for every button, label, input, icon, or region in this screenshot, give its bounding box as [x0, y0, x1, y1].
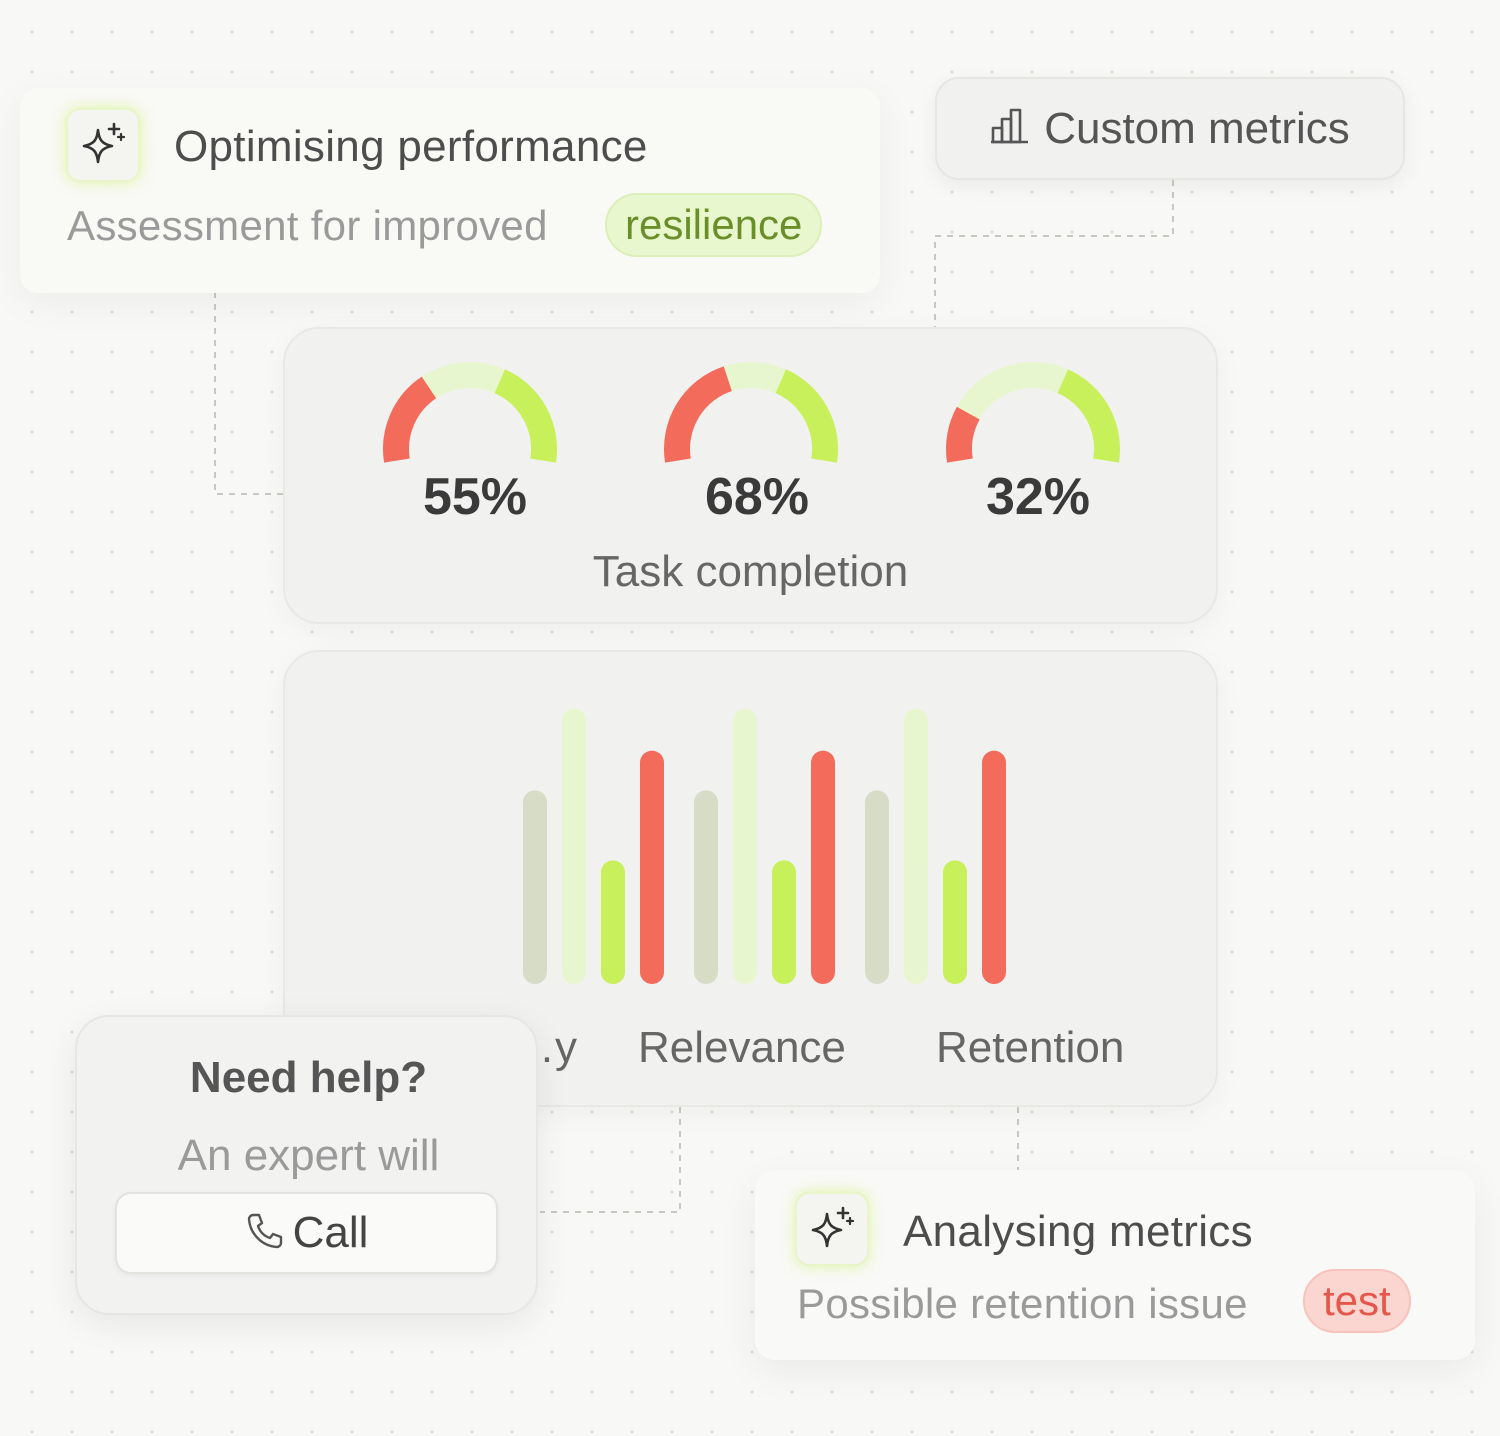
task-completion-panel: 55% 68% 32% Task completion — [283, 327, 1218, 624]
sparkle-icon — [66, 108, 140, 182]
bar-3-2 — [904, 708, 928, 984]
bar-chart-icon — [990, 106, 1030, 151]
custom-metrics-label: Custom metrics — [1044, 103, 1350, 153]
gauge-2-pale-arc — [723, 362, 787, 394]
gauge-value-2: 68% — [704, 468, 810, 526]
call-button[interactable]: Call — [115, 1192, 498, 1274]
sparkle-icon — [795, 1192, 869, 1266]
gauge-3-pale-arc — [956, 362, 1069, 420]
help-title: Need help? — [189, 1053, 428, 1102]
call-label: Call — [292, 1208, 369, 1257]
gauge-caption: Task completion — [592, 547, 909, 596]
optimising-notification: Optimising performance Assessment for im… — [20, 88, 880, 293]
gauge-3-lime-arc — [1057, 369, 1120, 463]
gauge-1-lime-arc — [494, 369, 557, 463]
analysing-notification: Analysing metrics Possible retention iss… — [755, 1170, 1475, 1360]
gauge-value-1: 55% — [422, 468, 528, 526]
bar-1-2 — [562, 708, 586, 984]
bar-3-1 — [865, 790, 889, 984]
gauge-1-pale-arc — [421, 362, 506, 399]
gauges — [383, 362, 1120, 463]
gauge-2-red-arc — [664, 366, 733, 463]
gauge-value-3: 32% — [985, 468, 1091, 526]
notification-subtitle: Assessment for improved — [67, 202, 548, 249]
help-text: An expert will — [177, 1131, 440, 1180]
gauge-1-red-arc — [383, 376, 437, 463]
bar-2-4 — [811, 750, 835, 984]
gauge-2-lime-arc — [775, 369, 838, 463]
bar-3-4 — [982, 750, 1006, 984]
resilience-tag: resilience — [605, 193, 823, 257]
bar-1-3 — [601, 860, 625, 984]
bar-chart — [523, 708, 1006, 984]
category-label-3: Retention — [936, 1023, 1125, 1072]
notification-title: Optimising performance — [174, 122, 648, 171]
bar-2-3 — [772, 860, 796, 984]
metrics-bar-chart-panel: …y Relevance Retention — [283, 650, 1218, 1107]
custom-metrics-button[interactable]: Custom metrics — [935, 77, 1405, 180]
test-tag: test — [1303, 1269, 1411, 1333]
bar-1-4 — [640, 750, 664, 984]
bar-1-1 — [523, 790, 547, 984]
phone-icon — [245, 1211, 285, 1256]
category-label-2: Relevance — [638, 1023, 846, 1072]
gauge-3-red-arc — [946, 406, 980, 463]
bar-2-1 — [694, 790, 718, 984]
notification-subtitle: Possible retention issue — [797, 1280, 1248, 1327]
notification-title: Analysing metrics — [903, 1207, 1253, 1256]
bar-3-3 — [943, 860, 967, 984]
bar-2-2 — [733, 708, 757, 984]
